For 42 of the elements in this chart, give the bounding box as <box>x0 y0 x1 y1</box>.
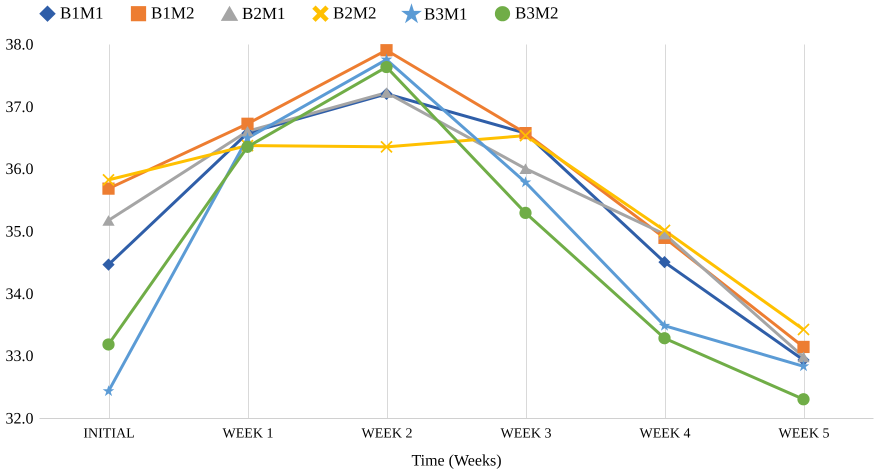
legend-label: B2M2 <box>333 4 376 23</box>
point <box>797 323 810 336</box>
point <box>658 320 670 331</box>
x-tick-label: WEEK 5 <box>778 426 830 442</box>
point <box>658 224 671 236</box>
point <box>102 174 115 186</box>
y-tick-label: 37.0 <box>6 98 34 116</box>
x-tick-label: WEEK 1 <box>222 426 274 442</box>
point <box>102 385 114 396</box>
point <box>658 256 671 268</box>
point <box>241 118 254 130</box>
x-tick-label: WEEK 2 <box>362 426 412 442</box>
x-tick-label: INITIAL <box>83 426 135 442</box>
point <box>102 338 115 351</box>
y-tick-label: 34.0 <box>6 286 34 303</box>
legend-label: B1M2 <box>151 4 194 23</box>
y-tick-label: 33.0 <box>6 348 34 366</box>
point <box>519 206 532 220</box>
point <box>242 132 254 144</box>
y-tick-label: 38.0 <box>6 36 34 54</box>
point <box>519 130 532 142</box>
x-tick-label: WEEK 3 <box>500 426 552 442</box>
legend-label: B3M2 <box>515 4 558 23</box>
point <box>380 140 393 153</box>
point <box>658 332 671 344</box>
legend-label: B3M1 <box>424 4 468 24</box>
point <box>519 163 532 174</box>
point <box>380 44 393 56</box>
point <box>797 352 810 362</box>
point <box>520 176 532 188</box>
point <box>797 340 810 354</box>
x-tick-label: WEEK 4 <box>640 426 690 442</box>
legend-label: B2M1 <box>242 4 286 24</box>
y-tick-label: 36.0 <box>6 161 34 178</box>
point <box>380 60 393 74</box>
x-axis-title: Time (Weeks) <box>411 452 502 470</box>
point <box>102 215 115 226</box>
y-tick-label: 35.0 <box>6 224 34 240</box>
legend-label: B1M1 <box>60 4 104 23</box>
point <box>797 393 810 406</box>
point <box>102 258 115 271</box>
y-tick-label: 32.0 <box>6 410 34 428</box>
